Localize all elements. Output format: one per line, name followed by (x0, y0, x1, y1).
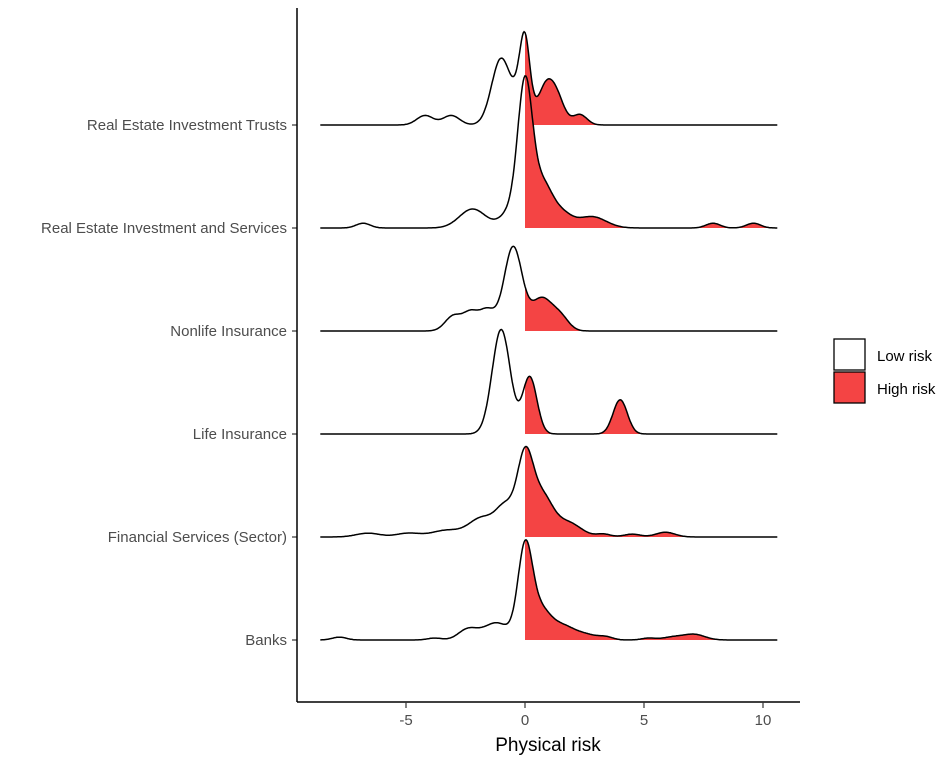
ridge-real-estate-investment-trusts (320, 30, 778, 126)
x-tick-label: -5 (399, 712, 412, 729)
ridge-outline (320, 328, 778, 435)
ridge-high-risk-fill (525, 539, 719, 640)
legend: Low risk High risk (833, 338, 936, 404)
x-axis-title: Physical risk (495, 735, 601, 756)
category-label: Real Estate Investment and Services (41, 220, 287, 237)
ridge-real-estate-investment-and-services (320, 75, 778, 229)
category-label: Real Estate Investment Trusts (87, 117, 287, 134)
category-labels: Real Estate Investment Trusts Real Estate… (41, 117, 297, 649)
ridge-financial-services-sector (320, 445, 778, 538)
x-tick-label: 5 (640, 712, 648, 729)
ridge-outline (320, 75, 778, 229)
ridge-outline (320, 445, 778, 538)
ridge-high-risk-fill (525, 376, 642, 434)
category-label: Nonlife Insurance (170, 323, 287, 340)
ridge-low-risk-fill (320, 329, 778, 434)
ridge-layer (320, 30, 778, 641)
axes (296, 8, 800, 703)
ridge-high-risk-fill (525, 446, 687, 537)
x-tick-label: 10 (755, 712, 772, 729)
ridge-high-risk-fill (525, 75, 770, 229)
ridge-outline (320, 30, 778, 126)
ridge-banks (320, 538, 778, 641)
x-axis-ticks: -5 0 5 10 (399, 702, 771, 729)
legend-key-low-risk (833, 338, 866, 371)
category-label: Life Insurance (193, 426, 287, 443)
ridge-outline (320, 245, 778, 332)
legend-key-high-risk (833, 371, 866, 404)
legend-label-low-risk: Low risk (877, 348, 933, 365)
ridge-high-risk-fill (525, 286, 583, 331)
ridge-life-insurance (320, 328, 778, 435)
legend-label-high-risk: High risk (877, 381, 936, 398)
x-tick-label: 0 (521, 712, 529, 729)
ridge-outline (320, 538, 778, 641)
ridge-nonlife-insurance (320, 245, 778, 332)
ridge-high-risk-fill (525, 32, 598, 125)
category-label: Banks (245, 632, 287, 649)
category-label: Financial Services (Sector) (108, 529, 287, 546)
